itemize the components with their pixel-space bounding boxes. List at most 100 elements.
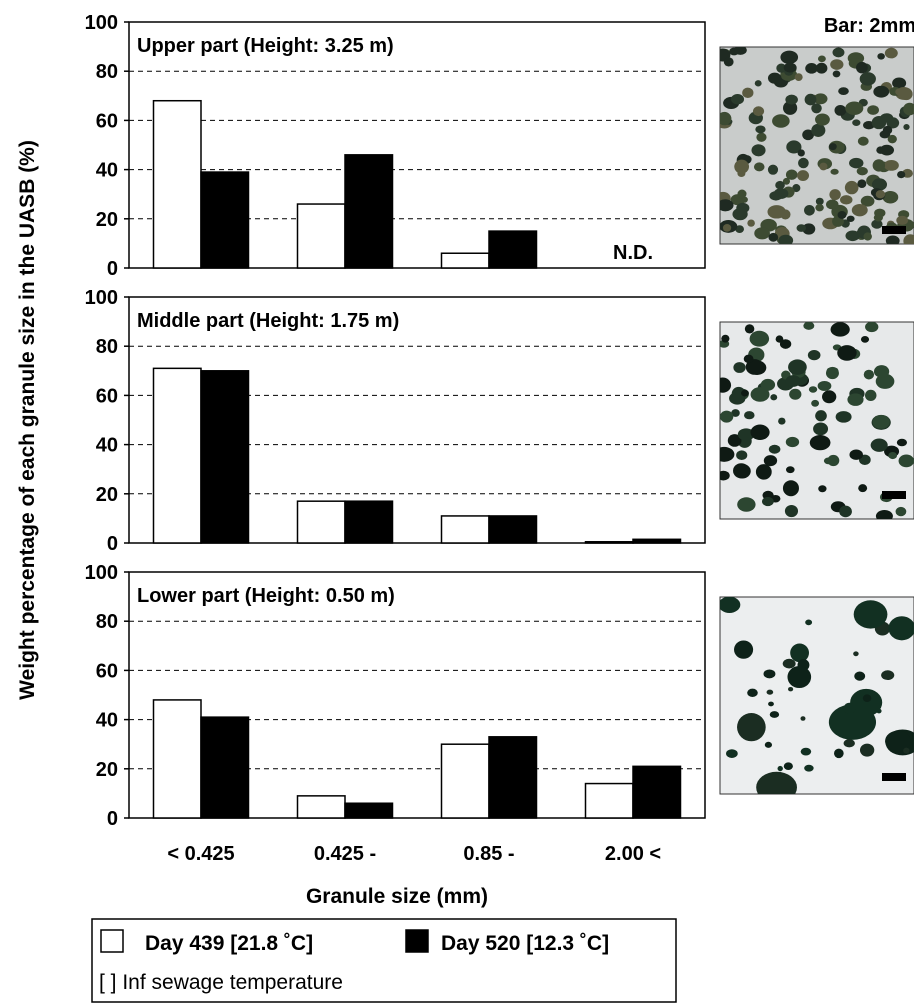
y-tick-label: 100 [85,562,118,584]
granule-particle [720,111,732,126]
granule-particle [873,85,890,98]
granule-particle [766,689,774,695]
scale-bar-upper [882,226,906,234]
granule-particle [734,159,750,174]
granule-particle [813,422,829,436]
granule-particle [826,366,839,376]
granule-particle [811,399,820,407]
granule-particle [737,712,766,742]
y-tick-label: 40 [96,160,118,182]
granule-particle [860,335,870,343]
legend-entry-day520: Day 520 [12.3 ˚C] [441,932,609,955]
granule-particle [888,451,898,460]
granule-particle [798,157,809,169]
legend-swatch-day439 [100,929,124,953]
y-tick-label: 40 [96,435,118,457]
bar-day439 [296,795,346,819]
scale-bar-lower [882,773,906,781]
y-tick-label: 20 [96,484,118,506]
granule-particle [863,369,875,380]
y-tick-label: 0 [107,808,118,830]
granule-particle [741,389,749,397]
granule-particle [813,93,828,105]
granule-particle [794,73,803,81]
granule-particle [879,130,891,139]
granule-particle [761,496,774,507]
granule-particle [885,235,900,244]
granule-particle [782,480,799,497]
granule-particle [896,215,909,225]
granule-particle [903,102,914,116]
granule-particle [790,643,809,663]
legend-swatch-day520 [405,929,429,953]
granule-particle [720,377,732,393]
y-tick-label: 80 [96,336,118,358]
granule-particle [883,159,899,171]
granule-particle [756,771,797,794]
granule-particle [835,411,852,423]
granule-particle [845,230,860,242]
bar-day520 [488,230,538,269]
granule-particle [882,190,899,204]
chart-panels: 0 20 40 60 80 100 Upper part (Height: 3.25 m) N… [85,12,706,865]
granule-particle [779,339,792,349]
granule-particle [863,232,872,241]
granule-particle [838,87,849,96]
granule-particle [834,104,847,116]
granule-particle [733,362,746,373]
granule-particle [807,349,821,361]
panel-1: 0 20 40 60 80 100 Upper part (Height: 3.25 m) N… [85,12,706,280]
granule-particle [720,199,734,212]
granule-particle [888,616,914,641]
granule-particle [775,180,785,190]
granule-particle [895,88,903,96]
panel-title: Middle part (Height: 1.75 m) [137,310,399,332]
granule-particle [832,70,841,78]
granule-particle [871,219,883,229]
panel-3: 0 20 40 60 80 100 Lower part (Height: 0.50 m) [85,562,706,830]
y-tick-label: 80 [96,611,118,633]
granule-particle [755,125,766,134]
granule-particle [742,87,754,99]
granule-particle [788,359,807,375]
granule-particle [756,132,767,142]
y-tick-label: 40 [96,710,118,732]
granule-particle [872,414,890,429]
x-tick-label: 2.00 < [605,843,661,865]
granule-particle [804,204,815,216]
granule-particle [903,123,910,131]
photo-upper-part [719,46,914,245]
granule-particle [744,324,755,334]
granule-particle [853,600,888,629]
granule-particle [785,436,800,448]
granule-particle [818,485,827,493]
granule-particle [829,189,841,201]
granule-particle [830,168,839,175]
granule-particle [822,390,837,404]
granule-particle [768,232,779,242]
granule-particle [856,61,868,74]
bar-day520 [200,716,250,819]
granule-particle [830,59,844,70]
x-tick-label: 0.425 - [314,843,376,865]
photo-scale-label: Bar: 2mm [824,15,914,37]
legend-note: [ ] Inf sewage temperature [99,971,343,994]
granule-particle [785,375,801,387]
granule-particle [844,180,859,195]
y-tick-label: 0 [107,258,118,280]
granule-particle [784,504,799,518]
granule-particle [721,334,730,343]
bar-day439 [440,515,490,544]
granule-particle [875,509,893,519]
granule-particle [815,62,828,74]
granule-particle [763,455,778,467]
granule-particle [778,417,786,425]
granule-particle [815,197,824,206]
granule-particle [832,47,845,58]
panel-title: Upper part (Height: 3.25 m) [137,35,394,57]
granule-particle [733,47,747,55]
granule-particle [745,359,764,375]
bar-day520 [632,765,682,819]
granule-particle [802,223,816,235]
